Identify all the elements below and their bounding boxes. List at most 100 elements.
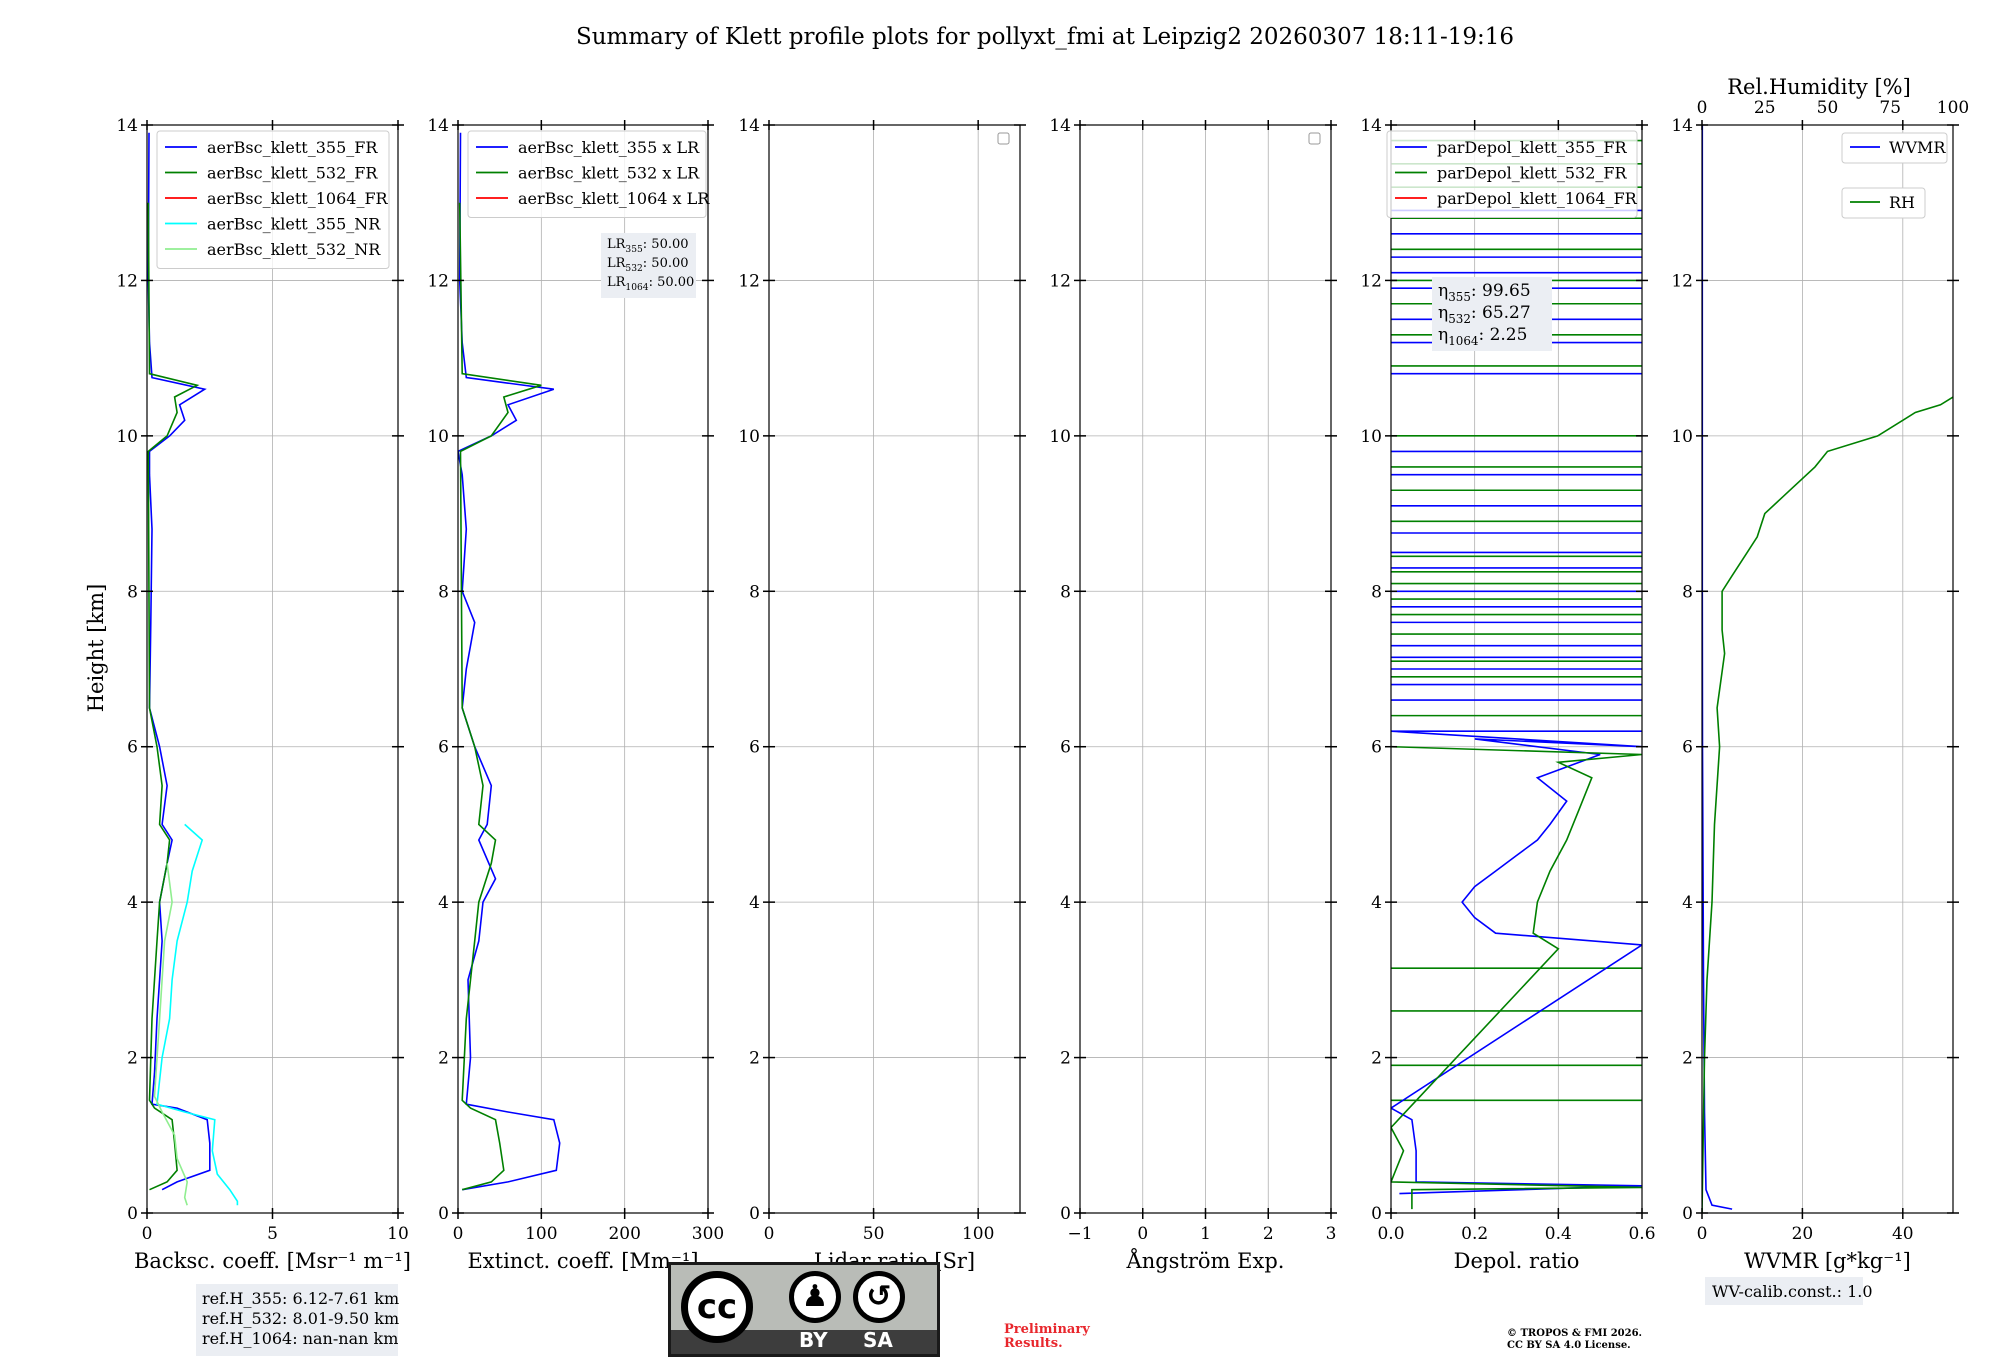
y-tick-label: 14 — [1671, 116, 1693, 136]
x-tick-label: 0 — [142, 1224, 153, 1244]
cc-by-label: BY — [799, 1328, 828, 1352]
cc-logo-icon: cc — [681, 1271, 753, 1343]
wv-calib-text: WV-calib.const.: 1.0 — [1712, 1282, 1873, 1301]
y-tick-label: 4 — [438, 893, 449, 913]
cc-sa-label: SA — [863, 1328, 893, 1352]
val: : 50.00 — [643, 256, 689, 271]
sub: 1064 — [625, 283, 648, 293]
legend-entry: aerBsc_klett_355 x LR — [518, 138, 700, 157]
top-tick-label: 50 — [1817, 98, 1839, 118]
y-tick-label: 12 — [1671, 271, 1693, 291]
y-tick-label: 4 — [1371, 893, 1382, 913]
x-tick-label: 0.4 — [1545, 1224, 1572, 1244]
y-tick-label: 2 — [1682, 1049, 1693, 1069]
series-group — [147, 132, 239, 1206]
y-tick-label: 8 — [1682, 582, 1693, 602]
y-tick-label: 10 — [1671, 427, 1693, 447]
legend-entry: aerBsc_klett_355_FR — [207, 138, 378, 157]
lr-box-entry: LR532: 50.00 — [607, 256, 689, 274]
y-tick-label: 2 — [127, 1049, 138, 1069]
series-group — [1702, 125, 1953, 1213]
figure-title: Summary of Klett profile plots for polly… — [576, 24, 1514, 50]
x-tick-label: 5 — [267, 1224, 278, 1244]
y-tick-label: 10 — [1049, 427, 1071, 447]
x-axis-label: WVMR [g*kg⁻¹] — [1744, 1249, 1911, 1273]
rh-axis-label: Rel.Humidity [%] — [1727, 75, 1911, 99]
series-line-aerBsc_klett_532_FR — [147, 202, 200, 1191]
x-axis-label: Ångström Exp. — [1126, 1248, 1285, 1273]
ref-heights-box: ref.H_355: 6.12-7.61 km ref.H_532: 8.01-… — [196, 1284, 399, 1356]
eta-box-entry: η1064: 2.25 — [1438, 325, 1527, 348]
series-line-WVMR — [1702, 125, 1733, 1210]
legend-entry: RH — [1889, 193, 1915, 212]
y-tick-label: 14 — [427, 116, 449, 136]
y-tick-label: 6 — [749, 738, 760, 758]
x-axis-label: Backsc. coeff. [Msr⁻¹ m⁻¹] — [134, 1249, 411, 1273]
y-tick-label: 0 — [1682, 1204, 1693, 1224]
top-tick-label: 0 — [1697, 98, 1708, 118]
val: : 50.00 — [649, 275, 695, 290]
y-tick-label: 2 — [749, 1049, 760, 1069]
y-tick-label: 4 — [1682, 893, 1693, 913]
y-tick-label: 12 — [427, 271, 449, 291]
ref-height-1064: ref.H_1064: nan-nan km — [202, 1329, 398, 1348]
y-tick-label: 12 — [1360, 271, 1382, 291]
val: : 99.65 — [1471, 281, 1531, 301]
sym: LR — [607, 256, 627, 271]
series-group — [458, 132, 561, 1191]
series-line-aerBsc_klett_355_NR — [156, 823, 239, 1206]
val: : 50.00 — [643, 237, 689, 252]
sym: LR — [607, 237, 627, 252]
legend-entry: aerBsc_klett_532_FR — [207, 164, 378, 183]
sub: 532 — [1448, 312, 1471, 326]
y-tick-label: 6 — [127, 738, 138, 758]
sub: 532 — [625, 264, 642, 274]
y-tick-label: 14 — [1049, 116, 1071, 136]
y-tick-label: 8 — [438, 582, 449, 602]
sym: η — [1438, 281, 1448, 301]
x-axis-label: Extinct. coeff. [Mm⁻¹] — [467, 1249, 698, 1273]
top-tick-label: 100 — [1937, 98, 1969, 118]
copyright-line-2: CC BY SA 4.0 License. — [1507, 1340, 1631, 1351]
x-tick-label: 0 — [764, 1224, 775, 1244]
y-tick-label: 6 — [1060, 738, 1071, 758]
share-alike-icon: ↺ — [853, 1271, 905, 1323]
x-tick-label: 50 — [863, 1224, 885, 1244]
series-line-aerBsc_klett_532 x LR — [458, 202, 542, 1191]
y-tick-label: 10 — [1360, 427, 1382, 447]
y-tick-label: 0 — [749, 1204, 760, 1224]
y-tick-label: 0 — [127, 1204, 138, 1224]
legend-entry: aerBsc_klett_1064 x LR — [518, 189, 710, 208]
ref-height-355: ref.H_355: 6.12-7.61 km — [202, 1289, 399, 1308]
legend-entry: aerBsc_klett_355_NR — [207, 215, 381, 234]
y-tick-label: 14 — [738, 116, 760, 136]
x-tick-label: 0.6 — [1628, 1224, 1655, 1244]
eta-box-bg — [1432, 277, 1552, 351]
top-tick-label: 25 — [1754, 98, 1776, 118]
y-tick-label: 12 — [1049, 271, 1071, 291]
series-line-parDepol_klett_532_FR — [1391, 745, 1642, 1210]
empty-legend-box — [997, 132, 1010, 145]
axes-frame — [1390, 124, 1643, 1214]
sub: 1064 — [1448, 334, 1478, 348]
x-tick-label: 0 — [1137, 1224, 1148, 1244]
series-line-aerBsc_klett_355 x LR — [458, 132, 561, 1191]
lr-box-entry: LR355: 50.00 — [607, 237, 689, 255]
y-tick-label: 12 — [116, 271, 138, 291]
legend-entry: aerBsc_klett_532 x LR — [518, 164, 700, 183]
x-tick-label: 1 — [1200, 1224, 1211, 1244]
y-tick-label: 6 — [1371, 738, 1382, 758]
legend-entry: parDepol_klett_532_FR — [1437, 164, 1628, 183]
y-tick-label: 0 — [1371, 1204, 1382, 1224]
cc-license-badge: cc ♟ ↺ BY SA — [668, 1262, 940, 1357]
y-tick-label: 2 — [438, 1049, 449, 1069]
y-tick-label: 10 — [116, 427, 138, 447]
eta-box-entry: η355: 99.65 — [1438, 281, 1531, 304]
sym: LR — [607, 275, 627, 290]
y-tick-label: 14 — [1360, 116, 1382, 136]
wv-calib-box: WV-calib.const.: 1.0 — [1705, 1277, 1873, 1305]
panel-ext: 0 2 4 6 8 10 12 14 0 100 200 300 Extinct. coeff. [Mm… — [427, 116, 724, 1273]
legend-entry: aerBsc_klett_1064_FR — [207, 189, 389, 208]
